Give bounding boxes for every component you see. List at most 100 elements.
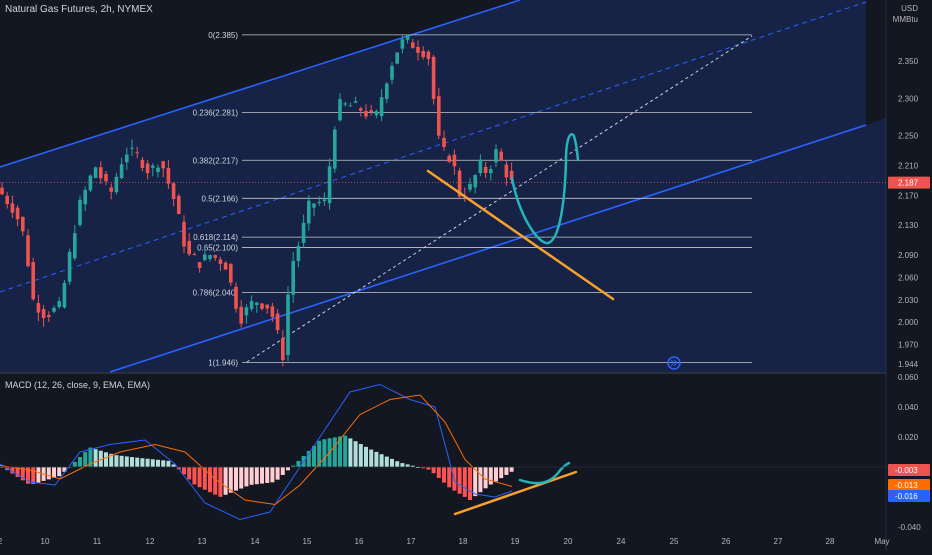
price-tick-label: 2.000 [898,318,919,327]
price-tick-label: 1.944 [898,360,919,369]
time-tick-label: 12 [146,537,155,546]
candle-body [104,173,108,182]
macd-hist-bar [187,467,192,480]
macd-hist-bar [483,467,488,489]
fib-label: 0.236(2.281) [193,108,239,117]
macd-hist-bar [280,467,285,475]
candle-body [5,195,9,204]
time-tick-label: 17 [407,537,416,546]
time-tick-label: 10 [41,537,50,546]
candle-body [468,183,472,190]
candle-body [78,199,82,225]
macd-hist-bar [36,467,41,483]
fib-label: 0.5(2.166) [202,194,239,203]
candle-body [307,200,311,224]
macd-hist-bar [473,467,478,497]
macd-hist-bar [244,467,249,487]
teal-projection-annotation [510,133,580,245]
candle-body [452,154,457,167]
time-tick-label: 11 [93,537,102,546]
macd-hist-bar [166,460,171,467]
candle-body [31,262,35,300]
macd-hist-bar [249,467,254,485]
candle-body [411,42,415,49]
candle-body [255,302,259,305]
macd-hist-bar [275,467,280,480]
candle-body [400,39,405,49]
candle-body [489,169,493,174]
macd-hist-bar [197,467,202,488]
macd-hist-bar [504,467,509,475]
candle-body [203,254,207,261]
price-tick-label: 2.090 [898,251,919,260]
candle-body [229,263,233,283]
macd-hist-bar [130,457,134,467]
macd-hist-bar [57,467,62,477]
candle-body [343,103,347,105]
macd-hist-bar [442,467,446,483]
macd-hist-bar [348,438,353,467]
macd-hist-bar [192,467,197,485]
candle-body [161,161,165,169]
macd-hist-bar [312,445,316,467]
candle-body [385,83,389,99]
macd-hist-bar [239,467,244,489]
candle-body [67,251,72,282]
candle-body [390,65,394,80]
macd-hist-bar [119,455,124,467]
macd-hist-bar [364,446,368,467]
candle-body [239,306,243,324]
candle-body [286,294,290,356]
macd-hist-bar [93,449,98,467]
candle-body [223,262,228,270]
macd-value-badge [888,490,930,502]
macd-hist-bar [374,451,379,467]
candle-body [21,216,25,232]
orange-macd-annotation [453,470,578,516]
time-tick-label: 20 [564,537,573,546]
macd-line [0,383,513,521]
candle-body [447,155,451,162]
macd-hist-bar [135,457,140,467]
macd-hist-bar [88,447,93,467]
price-tick-label: 2.170 [898,191,919,200]
time-tick-label: 27 [774,537,783,546]
macd-hist-bar [436,467,441,478]
candle-body [499,151,503,161]
candle-body [41,309,46,319]
macd-hist-bar [228,467,233,493]
macd-hist-bar [140,458,145,467]
candle-body [494,149,498,163]
macd-title: MACD (12, 26, close, 9, EMA, EMA) [5,380,151,390]
time-tick-label: May [874,537,889,546]
candle-body [374,111,379,116]
time-tick-label: 24 [617,537,626,546]
macd-hist-bar [15,467,20,477]
macd-tick-label: 0.040 [898,403,919,412]
candle-body [426,51,431,59]
macd-hist-bar [52,467,56,478]
candle-body [208,255,212,259]
candle-body [504,164,509,178]
candle-body [249,301,254,310]
candle-body [353,101,358,103]
candle-body [182,221,186,247]
time-tick-label: 15 [303,537,312,546]
time-tick-label: 2 [0,537,3,546]
macd-hist-bar [182,467,186,475]
macd-hist-bar [332,437,337,467]
candle-body [62,282,67,308]
last-price-badge [888,176,930,189]
candle-body [457,170,462,197]
candle-body [218,259,223,264]
macd-tick-label: 0.020 [898,433,919,442]
time-tick-label: 25 [670,537,679,546]
candle-body [416,46,420,53]
candle-body [125,154,129,163]
candle-body [26,235,30,267]
candle-body [483,166,488,173]
candle-body [473,175,477,188]
channel-lower-line [109,124,867,373]
